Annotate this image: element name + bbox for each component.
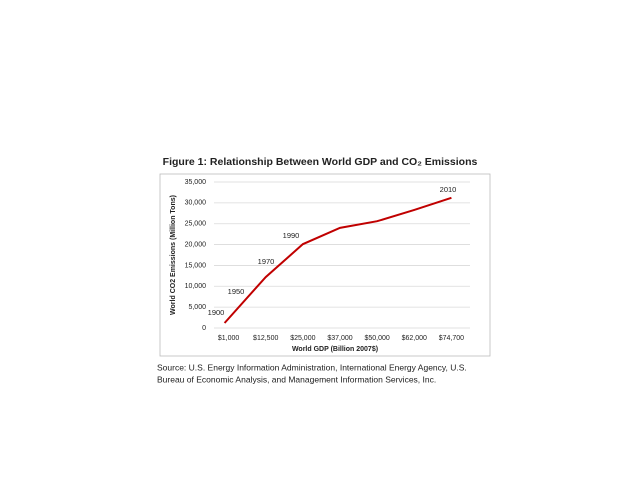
y-tick-label: 30,000: [185, 200, 207, 207]
x-tick-label: $74,700: [439, 335, 464, 342]
x-tick-label: $50,000: [364, 335, 389, 342]
y-tick-label: 20,000: [185, 241, 207, 248]
source-line: Bureau of Economic Analysis, and Managem…: [157, 374, 436, 384]
annotation: 1950: [228, 287, 245, 296]
y-tick-label: 15,000: [185, 262, 207, 269]
annotation: 1970: [258, 257, 275, 266]
y-tick-label: 10,000: [185, 283, 207, 290]
annotation: 1990: [283, 231, 300, 240]
chart-title: Figure 1: Relationship Between World GDP…: [163, 156, 478, 168]
chart-frame: [159, 173, 491, 357]
source-line: Source: U.S. Energy Information Administ…: [157, 362, 467, 372]
x-tick-label: $25,000: [290, 335, 315, 342]
y-tick-label: 0: [202, 325, 206, 332]
y-axis-title: World CO2 Emissions (Million Tons): [170, 195, 177, 315]
x-tick-label: $1,000: [218, 335, 240, 342]
data-line: [223, 196, 452, 324]
x-axis-title: World GDP (Billion 2007$): [292, 346, 378, 353]
y-tick-label: 35,000: [185, 179, 207, 186]
y-tick-label: 25,000: [185, 221, 207, 228]
x-tick-label: $37,000: [327, 335, 352, 342]
annotation: 1900: [208, 308, 225, 317]
y-tick-label: 5,000: [188, 304, 206, 311]
x-tick-label: $12,500: [253, 335, 278, 342]
x-tick-label: $62,000: [402, 335, 427, 342]
annotation: 2010: [440, 185, 457, 194]
